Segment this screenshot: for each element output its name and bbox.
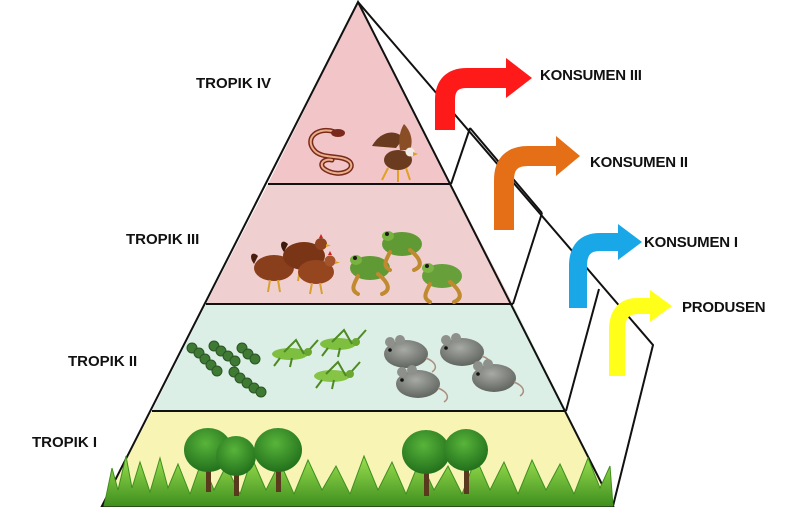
eagle-icon bbox=[372, 124, 418, 182]
caterpillar-icon bbox=[208, 340, 241, 367]
frog-icon bbox=[422, 263, 462, 304]
grasshopper-icon bbox=[314, 360, 361, 390]
mouse-icon bbox=[396, 365, 449, 403]
mouse-icon bbox=[472, 359, 525, 397]
arrow-produsen-icon bbox=[609, 290, 672, 376]
tree-group bbox=[184, 428, 488, 496]
label-tropik-4: TROPIK IV bbox=[196, 75, 271, 92]
caterpillar-icon bbox=[186, 342, 223, 377]
mouse-icon bbox=[384, 335, 437, 373]
band-tropik-4 bbox=[268, 2, 451, 184]
chicken-icon bbox=[298, 251, 340, 295]
label-tropik-3: TROPIK III bbox=[126, 231, 199, 248]
frog-group bbox=[350, 231, 462, 304]
band-tropik-2 bbox=[152, 304, 566, 411]
arrow-konsumen-3-icon bbox=[435, 58, 532, 130]
grass-icon bbox=[103, 454, 614, 507]
label-konsumen-3: KONSUMEN III bbox=[540, 67, 642, 84]
snake-icon bbox=[308, 128, 354, 176]
chicken-group bbox=[251, 234, 340, 295]
grasshopper-icon bbox=[272, 338, 319, 368]
mouse-group bbox=[384, 333, 525, 403]
caterpillar-icon bbox=[228, 366, 267, 398]
caterpillar-group bbox=[186, 340, 267, 398]
label-produsen: PRODUSEN bbox=[682, 299, 765, 316]
tree-icon bbox=[444, 429, 488, 494]
label-konsumen-2: KONSUMEN II bbox=[590, 154, 688, 171]
tree-icon bbox=[402, 430, 450, 496]
arrow-konsumen-2-icon bbox=[494, 136, 580, 230]
grasshopper-icon bbox=[320, 328, 367, 358]
label-tropik-1: TROPIK I bbox=[32, 434, 97, 451]
grasshopper-group bbox=[272, 328, 367, 390]
frog-icon bbox=[382, 231, 422, 272]
frog-icon bbox=[350, 255, 390, 296]
label-tropik-2: TROPIK II bbox=[68, 353, 137, 370]
arrow-konsumen-1-icon bbox=[569, 224, 642, 308]
tree-icon bbox=[216, 436, 256, 496]
caterpillar-icon bbox=[236, 342, 261, 365]
tree-icon bbox=[254, 428, 302, 492]
label-konsumen-1: KONSUMEN I bbox=[644, 234, 738, 251]
band-tropik-3 bbox=[206, 184, 513, 304]
